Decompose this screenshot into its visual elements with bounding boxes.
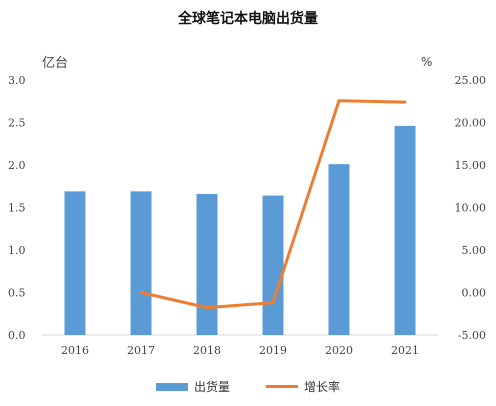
y-left-tick-label: 2.0 — [8, 159, 26, 172]
x-tick-label: 2018 — [193, 344, 221, 357]
growth-point-2020 — [337, 99, 341, 103]
y-right-tick-label: 5.00 — [462, 244, 487, 257]
right-axis-unit: % — [421, 55, 433, 69]
x-tick-label: 2017 — [127, 344, 155, 357]
legend-swatch-bar — [155, 382, 188, 391]
y-left-tick-label: 0.5 — [8, 287, 26, 300]
growth-point-2019 — [271, 301, 275, 305]
legend-item-growth: 增长率 — [266, 378, 340, 395]
bar-2021 — [394, 125, 416, 336]
y-left-tick-label: 0.0 — [8, 329, 26, 342]
y-right-tick-label: 25.00 — [455, 74, 487, 87]
growth-point-2017 — [139, 291, 143, 294]
legend-item-shipments: 出货量 — [155, 378, 230, 395]
x-tick-label: 2019 — [259, 344, 287, 357]
bar-2020 — [328, 164, 350, 335]
y-right-tick-label: -5.00 — [458, 329, 486, 342]
legend: 出货量 增长率 — [0, 378, 496, 395]
x-tick-label: 2016 — [61, 344, 89, 357]
bar-2019 — [262, 195, 284, 335]
legend-swatch-line — [266, 385, 298, 388]
bar-2017 — [130, 191, 152, 335]
y-left-tick-label: 1.0 — [8, 244, 26, 257]
y-left-tick-label: 3.0 — [8, 74, 26, 87]
growth-point-2018 — [205, 306, 209, 310]
legend-label-growth: 增长率 — [304, 380, 341, 394]
y-left-tick-label: 2.5 — [8, 117, 26, 130]
left-axis-unit: 亿台 — [42, 56, 69, 71]
chart-title: 全球笔记本电脑出货量 — [178, 11, 318, 27]
growth-point-2021 — [403, 100, 407, 104]
bar-2018 — [196, 193, 218, 335]
y-right-tick-label: 20.00 — [455, 117, 487, 130]
x-tick-label: 2020 — [325, 344, 353, 357]
x-tick-label: 2021 — [391, 344, 419, 357]
legend-label-shipments: 出货量 — [193, 380, 230, 394]
bar-2016 — [64, 191, 86, 335]
y-right-tick-label: 10.00 — [455, 202, 487, 215]
y-right-tick-label: 0.00 — [462, 287, 487, 300]
y-right-tick-label: 15.00 — [455, 159, 487, 172]
y-left-tick-label: 1.5 — [8, 202, 26, 215]
